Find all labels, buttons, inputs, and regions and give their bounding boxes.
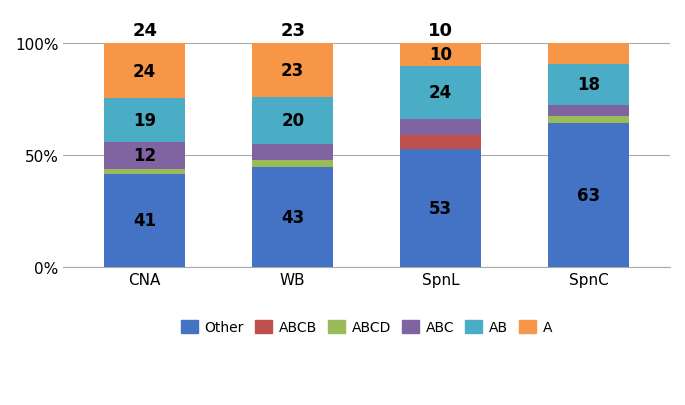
Text: 24: 24 [429,84,452,102]
Bar [548,117,630,124]
Text: 24: 24 [132,21,158,40]
Bar [548,124,630,268]
Bar [548,44,630,64]
Bar [400,149,482,268]
Bar [548,64,630,106]
Bar [400,66,482,120]
Text: 23: 23 [281,62,304,80]
Text: 12: 12 [133,147,156,165]
Text: 10: 10 [429,46,452,64]
Bar [400,136,482,149]
Bar [252,160,334,168]
Bar [400,120,482,136]
Bar [104,99,186,142]
Text: 24: 24 [133,62,156,81]
Bar [104,174,186,268]
Text: 41: 41 [133,212,156,230]
Bar [104,170,186,174]
Bar [104,142,186,170]
Text: 53: 53 [429,199,452,217]
Text: 23: 23 [280,21,306,40]
Text: 18: 18 [577,76,600,94]
Text: 19: 19 [133,111,156,130]
Bar [252,144,334,160]
Bar [252,168,334,268]
Bar [400,44,482,66]
Text: 63: 63 [577,187,600,205]
Text: 20: 20 [281,112,304,130]
Bar [252,44,334,98]
Text: 43: 43 [281,209,304,226]
Bar [548,106,630,117]
Bar [252,98,334,144]
Bar [104,44,186,99]
Text: 10: 10 [428,21,453,40]
Legend: Other, ABCB, ABCD, ABC, AB, A: Other, ABCB, ABCD, ABC, AB, A [175,315,558,340]
